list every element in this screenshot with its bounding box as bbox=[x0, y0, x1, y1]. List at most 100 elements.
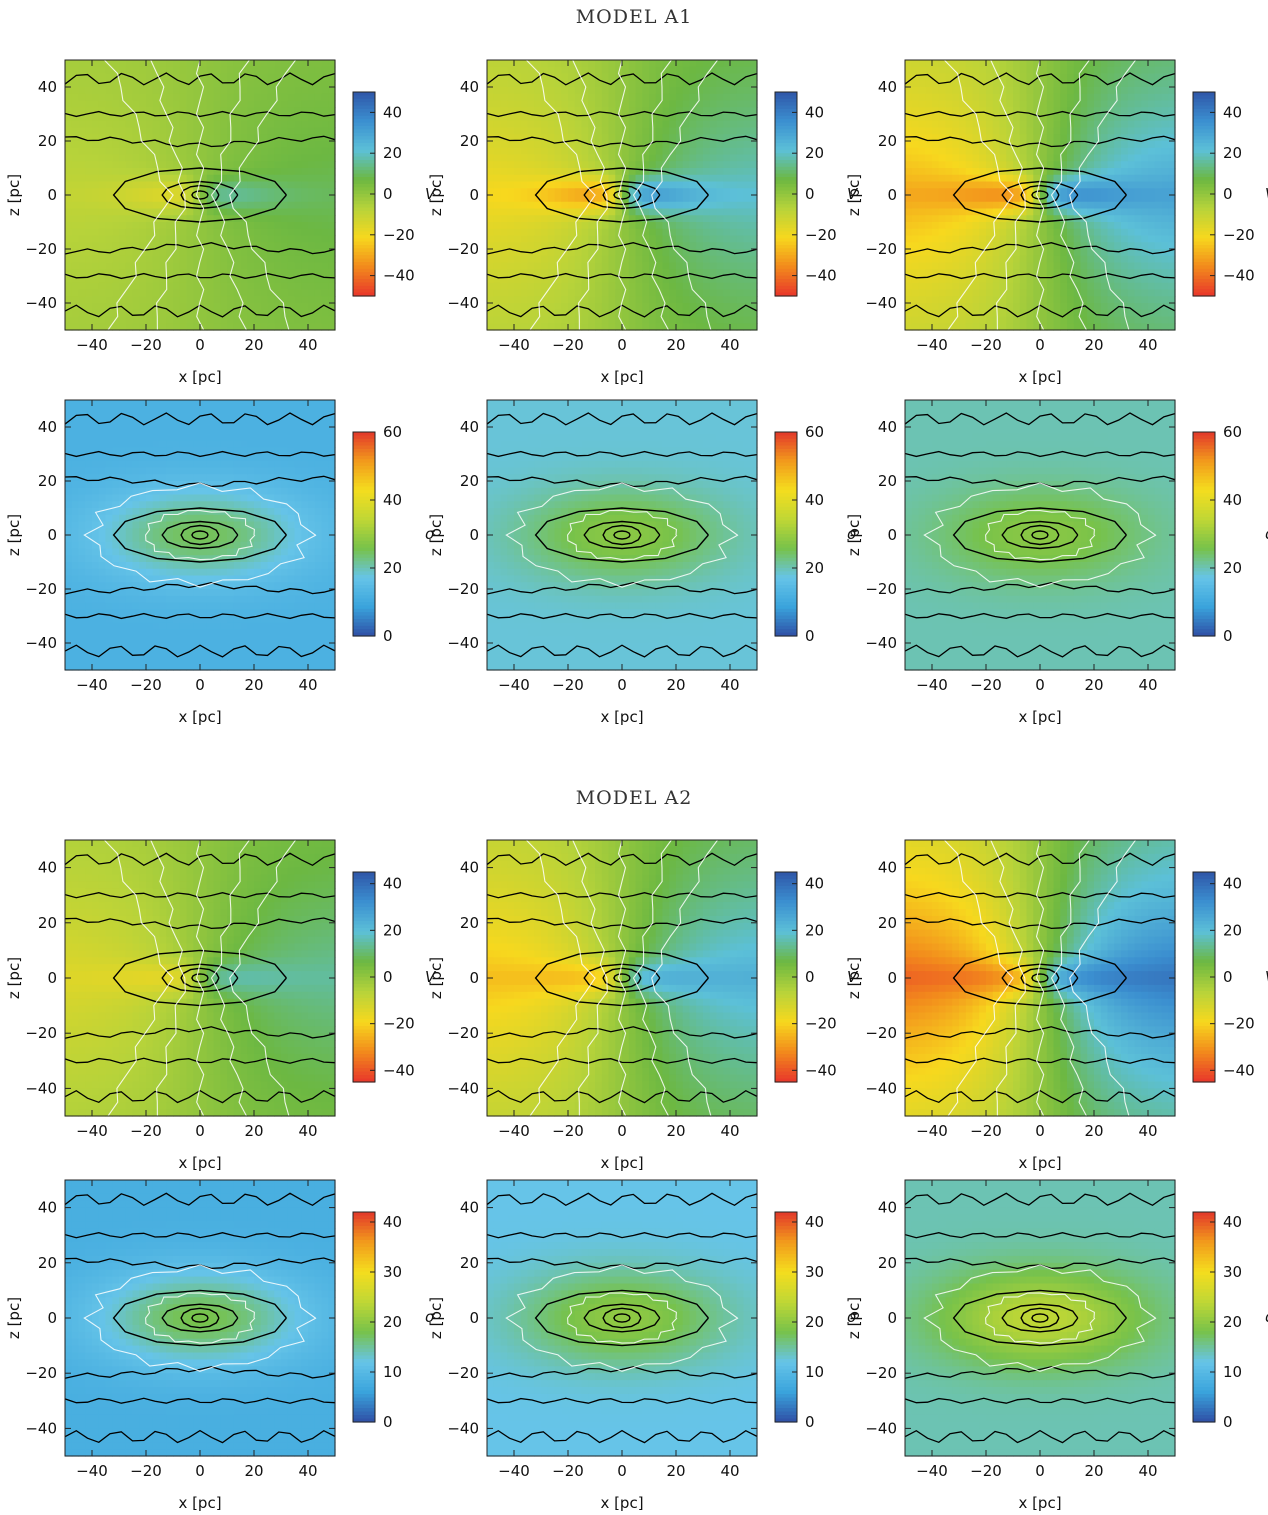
heatmap-cell bbox=[1087, 195, 1094, 202]
heatmap-cell bbox=[1155, 87, 1162, 94]
heatmap-cell bbox=[160, 155, 167, 162]
heatmap-cell bbox=[939, 236, 946, 243]
heatmap-cell bbox=[521, 215, 528, 222]
heatmap-cell bbox=[501, 236, 508, 243]
heatmap-cell bbox=[288, 87, 295, 94]
heatmap-cell bbox=[696, 94, 703, 101]
heatmap-cell bbox=[1040, 155, 1047, 162]
heatmap-cell bbox=[1054, 67, 1061, 74]
heatmap-cell bbox=[234, 134, 241, 141]
heatmap-cell bbox=[717, 296, 724, 303]
y-tick-label: 0 bbox=[469, 186, 479, 204]
heatmap-cell bbox=[1114, 323, 1121, 330]
heatmap-cell bbox=[1141, 195, 1148, 202]
heatmap-cell bbox=[1081, 310, 1088, 317]
heatmap-cell bbox=[730, 290, 737, 297]
heatmap-cell bbox=[301, 182, 308, 189]
heatmap-cell bbox=[514, 148, 521, 155]
heatmap-cell bbox=[494, 161, 501, 168]
heatmap-cell bbox=[501, 269, 508, 276]
heatmap-cell bbox=[1162, 222, 1169, 229]
heatmap-cell bbox=[1135, 215, 1142, 222]
heatmap-cell bbox=[986, 303, 993, 310]
heatmap-cell bbox=[268, 236, 275, 243]
heatmap-cell bbox=[106, 222, 113, 229]
heatmap-cell bbox=[295, 94, 302, 101]
heatmap-cell bbox=[166, 263, 173, 270]
heatmap-cell bbox=[548, 121, 555, 128]
heatmap-cell bbox=[106, 141, 113, 148]
heatmap-cell bbox=[308, 101, 315, 108]
heatmap-cell bbox=[308, 229, 315, 236]
heatmap-cell bbox=[973, 236, 980, 243]
heatmap-cell bbox=[187, 296, 194, 303]
heatmap-cell bbox=[1108, 74, 1115, 81]
heatmap-cell bbox=[649, 155, 656, 162]
heatmap-cell bbox=[65, 148, 72, 155]
heatmap-cell bbox=[92, 101, 99, 108]
heatmap-cell bbox=[1155, 60, 1162, 67]
heatmap-cell bbox=[993, 80, 1000, 87]
heatmap-cell bbox=[649, 74, 656, 81]
heatmap-cell bbox=[295, 114, 302, 121]
heatmap-cell bbox=[126, 296, 133, 303]
heatmap-cell bbox=[1067, 101, 1074, 108]
heatmap-cell bbox=[973, 128, 980, 135]
heatmap-cell bbox=[1074, 60, 1081, 67]
heatmap-cell bbox=[281, 94, 288, 101]
heatmap-cell bbox=[555, 161, 562, 168]
heatmap-cell bbox=[1087, 296, 1094, 303]
heatmap-cell bbox=[737, 283, 744, 290]
heatmap-cell bbox=[274, 209, 281, 216]
heatmap-cell bbox=[1162, 161, 1169, 168]
heatmap-cell bbox=[254, 283, 261, 290]
heatmap-cell bbox=[72, 215, 79, 222]
heatmap-cell bbox=[180, 229, 187, 236]
colorbar-segment bbox=[353, 170, 375, 174]
heatmap-cell bbox=[1114, 148, 1121, 155]
heatmap-cell bbox=[1027, 155, 1034, 162]
heatmap-cell bbox=[1081, 128, 1088, 135]
heatmap-cell bbox=[912, 310, 919, 317]
heatmap-cell bbox=[737, 209, 744, 216]
heatmap-cell bbox=[487, 182, 494, 189]
heatmap-cell bbox=[501, 107, 508, 114]
heatmap-cell bbox=[737, 242, 744, 249]
heatmap-cell bbox=[301, 161, 308, 168]
heatmap-cell bbox=[139, 114, 146, 121]
heatmap-cell bbox=[1013, 222, 1020, 229]
heatmap-cell bbox=[1162, 269, 1169, 276]
heatmap-cell bbox=[166, 283, 173, 290]
heatmap-cell bbox=[247, 269, 254, 276]
heatmap-cell bbox=[214, 215, 221, 222]
heatmap-cell bbox=[750, 209, 757, 216]
heatmap-cell bbox=[946, 128, 953, 135]
heatmap-cell bbox=[636, 290, 643, 297]
heatmap-cell bbox=[959, 263, 966, 270]
heatmap-cell bbox=[932, 128, 939, 135]
heatmap-cell bbox=[690, 121, 697, 128]
heatmap-cell bbox=[487, 155, 494, 162]
heatmap-cell bbox=[1067, 60, 1074, 67]
heatmap-cell bbox=[119, 283, 126, 290]
heatmap-cell bbox=[112, 236, 119, 243]
heatmap-cell bbox=[119, 323, 126, 330]
heatmap-cell bbox=[65, 202, 72, 209]
heatmap-cell bbox=[315, 101, 322, 108]
heatmap-cell bbox=[1067, 222, 1074, 229]
heatmap-cell bbox=[99, 94, 106, 101]
heatmap-cell bbox=[656, 249, 663, 256]
heatmap-cell bbox=[730, 148, 737, 155]
heatmap-cell bbox=[308, 67, 315, 74]
heatmap-cell bbox=[301, 202, 308, 209]
heatmap-cell bbox=[649, 236, 656, 243]
heatmap-cell bbox=[979, 236, 986, 243]
heatmap-cell bbox=[744, 323, 751, 330]
heatmap-cell bbox=[173, 114, 180, 121]
colorbar-segment bbox=[353, 204, 375, 208]
heatmap-cell bbox=[328, 195, 335, 202]
heatmap-cell bbox=[649, 283, 656, 290]
heatmap-cell bbox=[139, 263, 146, 270]
heatmap-cell bbox=[622, 60, 629, 67]
heatmap-cell bbox=[227, 175, 234, 182]
